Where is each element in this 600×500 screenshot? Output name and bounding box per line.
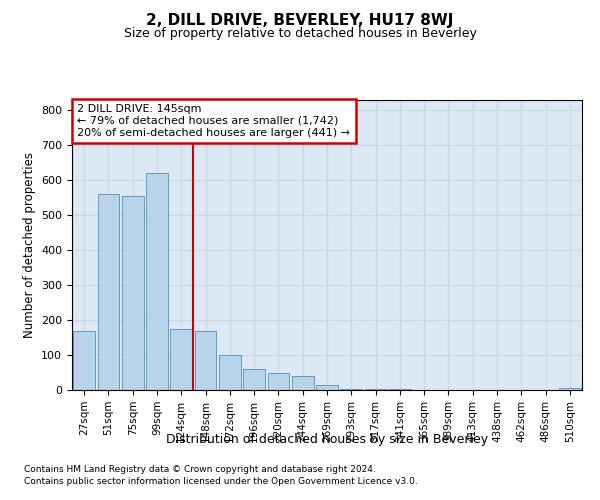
Text: Distribution of detached houses by size in Beverley: Distribution of detached houses by size … — [166, 432, 488, 446]
Bar — [340, 389, 362, 390]
Y-axis label: Number of detached properties: Number of detached properties — [23, 152, 35, 338]
Text: Contains HM Land Registry data © Crown copyright and database right 2024.: Contains HM Land Registry data © Crown c… — [24, 466, 376, 474]
Bar — [243, 369, 265, 390]
Bar — [316, 385, 338, 390]
Bar — [122, 196, 143, 390]
Bar — [194, 330, 217, 390]
Bar — [97, 194, 119, 390]
Text: 2, DILL DRIVE, BEVERLEY, HU17 8WJ: 2, DILL DRIVE, BEVERLEY, HU17 8WJ — [146, 12, 454, 28]
Bar — [559, 388, 581, 390]
Bar — [268, 372, 289, 390]
Bar — [170, 329, 192, 390]
Bar — [292, 376, 314, 390]
Text: 2 DILL DRIVE: 145sqm
← 79% of detached houses are smaller (1,742)
20% of semi-de: 2 DILL DRIVE: 145sqm ← 79% of detached h… — [77, 104, 350, 138]
Text: Size of property relative to detached houses in Beverley: Size of property relative to detached ho… — [124, 28, 476, 40]
Bar — [219, 355, 241, 390]
Bar — [73, 330, 95, 390]
Text: Contains public sector information licensed under the Open Government Licence v3: Contains public sector information licen… — [24, 476, 418, 486]
Bar — [146, 174, 168, 390]
